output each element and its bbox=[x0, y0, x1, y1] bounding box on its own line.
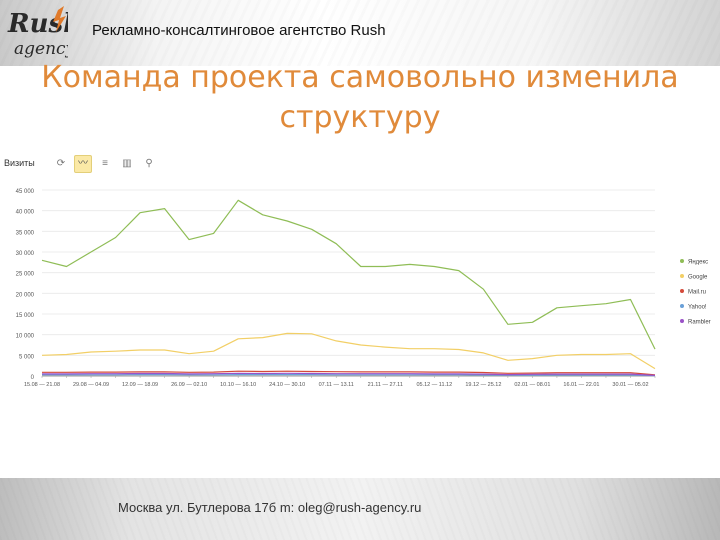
pin-icon[interactable]: ⚲ bbox=[145, 158, 153, 169]
legend-marker bbox=[680, 289, 684, 293]
legend-label: Yahoo! bbox=[688, 305, 707, 311]
legend-label: Mail.ru bbox=[688, 290, 706, 296]
bar-chart-icon[interactable]: ▥ bbox=[122, 158, 132, 169]
y-tick-label: 25 000 bbox=[16, 272, 35, 278]
rush-agency-logo: Rush agency bbox=[7, 6, 68, 59]
legend-label: Google bbox=[688, 275, 708, 281]
y-tick-label: 20 000 bbox=[16, 292, 35, 298]
y-tick-label: 10 000 bbox=[16, 334, 35, 340]
list-icon[interactable]: ≡ bbox=[102, 158, 108, 169]
chart-series bbox=[41, 199, 656, 377]
x-tick-label: 30.01 — 05.02 bbox=[612, 382, 648, 388]
chart-grid bbox=[42, 189, 655, 377]
legend-label: Rambler bbox=[688, 320, 711, 326]
agency-name: Рекламно-консалтинговое агентство Rush bbox=[92, 22, 386, 39]
x-tick-label: 10.10 — 16.10 bbox=[220, 382, 256, 388]
header-texture bbox=[0, 0, 720, 66]
metric-label: Визиты bbox=[4, 158, 35, 168]
legend-marker bbox=[680, 259, 684, 263]
x-tick-label: 05.12 — 11.12 bbox=[416, 382, 452, 388]
y-tick-label: 45 000 bbox=[16, 189, 35, 195]
y-tick-label: 30 000 bbox=[16, 251, 35, 257]
refresh-icon[interactable]: ⟳ bbox=[56, 158, 66, 169]
x-tick-label: 02.01 — 08.01 bbox=[514, 382, 550, 388]
series-line bbox=[41, 332, 656, 370]
x-tick-label: 12.09 — 18.09 bbox=[122, 382, 158, 388]
chart-legend: Яндекс Google Mail.ru Yahoo! Rambler bbox=[680, 259, 711, 326]
y-tick-label: 5 000 bbox=[19, 354, 35, 360]
x-tick-label: 19.12 — 25.12 bbox=[465, 382, 501, 388]
footer-texture bbox=[0, 478, 720, 540]
slide-title: Команда проекта самовольно изменила стру… bbox=[41, 60, 679, 135]
legend-marker bbox=[680, 319, 684, 323]
x-tick-label: 29.08 — 04.09 bbox=[73, 382, 109, 388]
series-line bbox=[41, 199, 656, 350]
line-chart-icon[interactable]: 〰 bbox=[74, 155, 92, 173]
series-line bbox=[42, 370, 656, 376]
series-line bbox=[42, 374, 656, 377]
footer-bar bbox=[0, 478, 720, 540]
svg-text:agency: agency bbox=[14, 39, 68, 59]
y-tick-label: 0 bbox=[31, 375, 35, 381]
legend-label: Яндекс bbox=[688, 260, 708, 266]
series-line bbox=[42, 372, 656, 376]
x-tick-label: 26.09 — 02.10 bbox=[171, 382, 207, 388]
footer-address: Москва ул. Бутлерова 17б m: oleg@rush-ag… bbox=[118, 500, 422, 515]
visits-line-chart: 0 5 000 10 000 15 000 20 000 25 000 30 000 35 0… bbox=[16, 189, 711, 388]
header-bar: Rush agency Рекламно-консалтинговое аген… bbox=[0, 0, 720, 66]
y-tick-label: 15 000 bbox=[16, 313, 35, 319]
x-tick-label: 16.01 — 22.01 bbox=[563, 382, 599, 388]
x-tick-label: 24.10 — 30.10 bbox=[269, 382, 305, 388]
y-tick-label: 35 000 bbox=[16, 230, 35, 236]
x-tick-label: 15.08 — 21.08 bbox=[24, 382, 60, 388]
x-tick-label: 07.11 — 13.11 bbox=[319, 382, 354, 388]
x-tick-label: 21.11 — 27.11 bbox=[368, 382, 403, 388]
y-tick-label: 40 000 bbox=[16, 210, 35, 216]
legend-marker bbox=[680, 274, 684, 278]
y-axis: 0 5 000 10 000 15 000 20 000 25 000 30 000 35 0… bbox=[16, 189, 35, 381]
legend-marker bbox=[680, 304, 684, 308]
x-axis: 15.08 — 21.08 29.08 — 04.09 12.09 — 18.09 2… bbox=[24, 376, 656, 388]
